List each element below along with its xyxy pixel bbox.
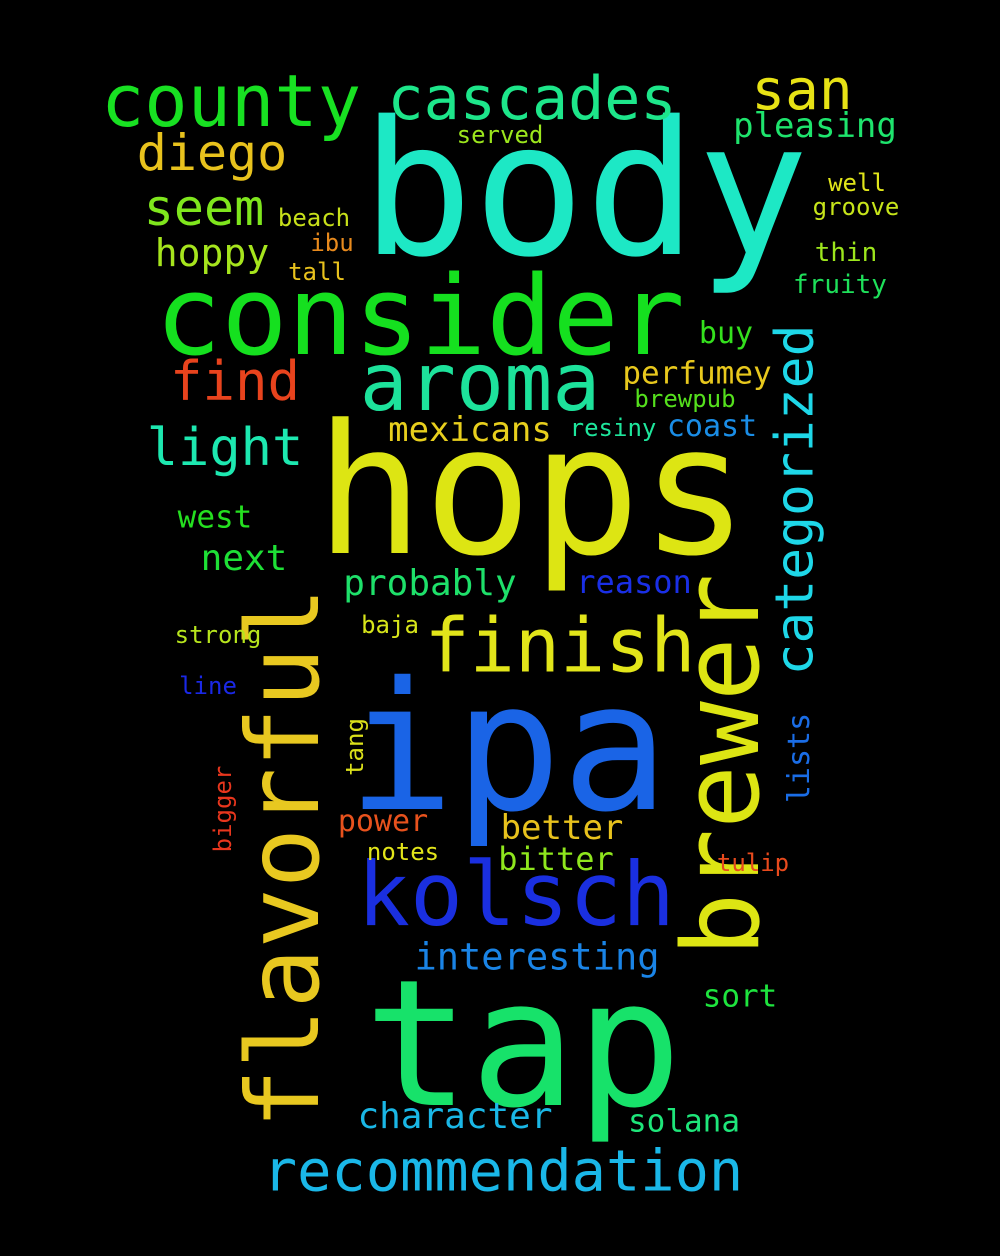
word-tap: tap	[364, 942, 682, 1147]
word-baja: baja	[361, 611, 419, 639]
word-served: served	[456, 121, 544, 149]
word-flavorful: flavorful	[225, 587, 342, 1129]
word-beach: beach	[277, 204, 351, 232]
word-strong: strong	[174, 621, 262, 649]
word-brewpub: brewpub	[634, 385, 736, 413]
word-consider: consider	[155, 252, 685, 380]
word-west: west	[177, 499, 253, 536]
word-find: find	[169, 350, 301, 413]
word-coast: coast	[666, 409, 758, 444]
word-resiny: resiny	[569, 414, 657, 442]
word-interesting: interesting	[414, 935, 660, 979]
word-hoppy: hoppy	[154, 231, 270, 275]
word-tall: tall	[288, 258, 346, 286]
word-bitter: bitter	[498, 840, 614, 878]
word-light: light	[146, 418, 304, 478]
word-recommendation: recommendation	[262, 1138, 744, 1205]
word-thin: thin	[814, 238, 878, 268]
word-bigger: bigger	[209, 765, 237, 853]
word-character: character	[357, 1096, 553, 1137]
word-ipa: ipa	[347, 644, 669, 851]
word-san: san	[751, 58, 853, 123]
word-perfumey: perfumey	[622, 355, 772, 392]
word-kolsch: kolsch	[357, 843, 675, 946]
word-reason: reason	[576, 563, 692, 601]
word-line: line	[179, 672, 237, 700]
word-groove: groove	[812, 193, 900, 221]
word-solana: solana	[628, 1103, 740, 1140]
word-county: county	[100, 59, 362, 143]
word-well: well	[828, 169, 886, 197]
word-finish: finish	[424, 601, 696, 690]
word-buy: buy	[698, 316, 754, 351]
word-notes: notes	[366, 838, 440, 866]
word-ibu: ibu	[310, 229, 354, 257]
word-pleasing: pleasing	[733, 106, 897, 146]
word-probably: probably	[343, 563, 517, 604]
word-next: next	[200, 538, 288, 579]
word-hops: hops	[315, 387, 749, 596]
word-cascades: cascades	[387, 64, 677, 134]
word-aroma: aroma	[359, 336, 601, 429]
word-tulip: tulip	[716, 849, 790, 877]
word-categorized: categorized	[764, 324, 826, 676]
word-mexicans: mexicans	[388, 410, 552, 450]
word-fruity: fruity	[793, 270, 887, 300]
word-tang: tang	[341, 718, 369, 776]
word-lists: lists	[782, 712, 817, 804]
word-body: body	[361, 81, 809, 298]
word-seem: seem	[143, 179, 265, 237]
word-better: better	[500, 808, 624, 848]
word-diego: diego	[136, 124, 288, 182]
word-sort: sort	[702, 978, 778, 1015]
word-power: power	[337, 804, 429, 839]
